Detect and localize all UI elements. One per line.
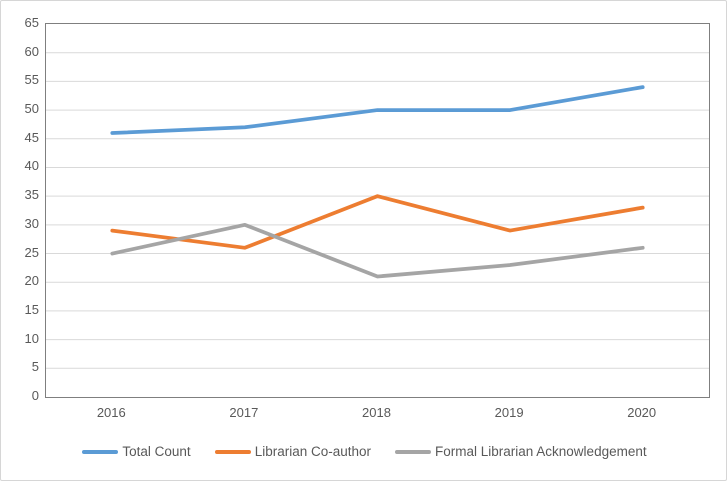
y-tick-label: 5	[31, 359, 39, 375]
y-tick-label: 60	[24, 43, 39, 59]
librarian-co-author-line-swatch	[214, 450, 251, 454]
legend-item-total-count: Total Count	[82, 443, 191, 461]
chart-svg	[46, 52, 709, 369]
y-axis: 0 5 10 15 20 25 30 35 40 45 50 55 60 65	[1, 1, 39, 480]
series-line-formal-librarian-acknowledgement	[110, 222, 645, 279]
x-tick-label: 2020	[627, 405, 657, 420]
legend-item-formal-librarian-acknowledgement: Formal Librarian Acknowledgement	[395, 443, 647, 461]
legend-label: Librarian Co-author	[254, 444, 371, 459]
y-tick-label: 30	[24, 215, 39, 231]
y-tick-label: 20	[24, 273, 39, 289]
y-tick-label: 35	[24, 187, 39, 203]
series-line-total-count	[110, 85, 645, 135]
y-tick-label: 50	[24, 101, 39, 117]
x-tick-label: 2017	[229, 405, 259, 420]
y-tick-label: 0	[31, 388, 39, 403]
x-tick-label: 2016	[96, 405, 126, 420]
y-tick-label: 10	[24, 330, 39, 346]
y-tick-label: 65	[24, 15, 39, 30]
x-axis: 2016 2017 2018 2019 2020	[1, 405, 726, 425]
legend: Total Count Librarian Co-author Formal L…	[1, 443, 726, 461]
series-line-librarian-co-author	[110, 194, 645, 250]
x-tick-label: 2019	[494, 405, 524, 420]
legend-label: Formal Librarian Acknowledgement	[435, 444, 647, 459]
y-tick-label: 45	[24, 129, 39, 145]
y-tick-label: 55	[24, 72, 39, 88]
legend-item-librarian-co-author: Librarian Co-author	[214, 443, 371, 461]
y-tick-label: 15	[24, 301, 39, 317]
formal-librarian-acknowledgement-line-swatch	[395, 450, 431, 454]
x-tick-label: 2018	[362, 405, 391, 420]
y-tick-label: 25	[24, 244, 39, 260]
total-count-line-swatch	[82, 450, 119, 454]
legend-label: Total Count	[122, 444, 191, 459]
y-tick-label: 40	[24, 158, 39, 174]
plot-area	[45, 23, 710, 398]
